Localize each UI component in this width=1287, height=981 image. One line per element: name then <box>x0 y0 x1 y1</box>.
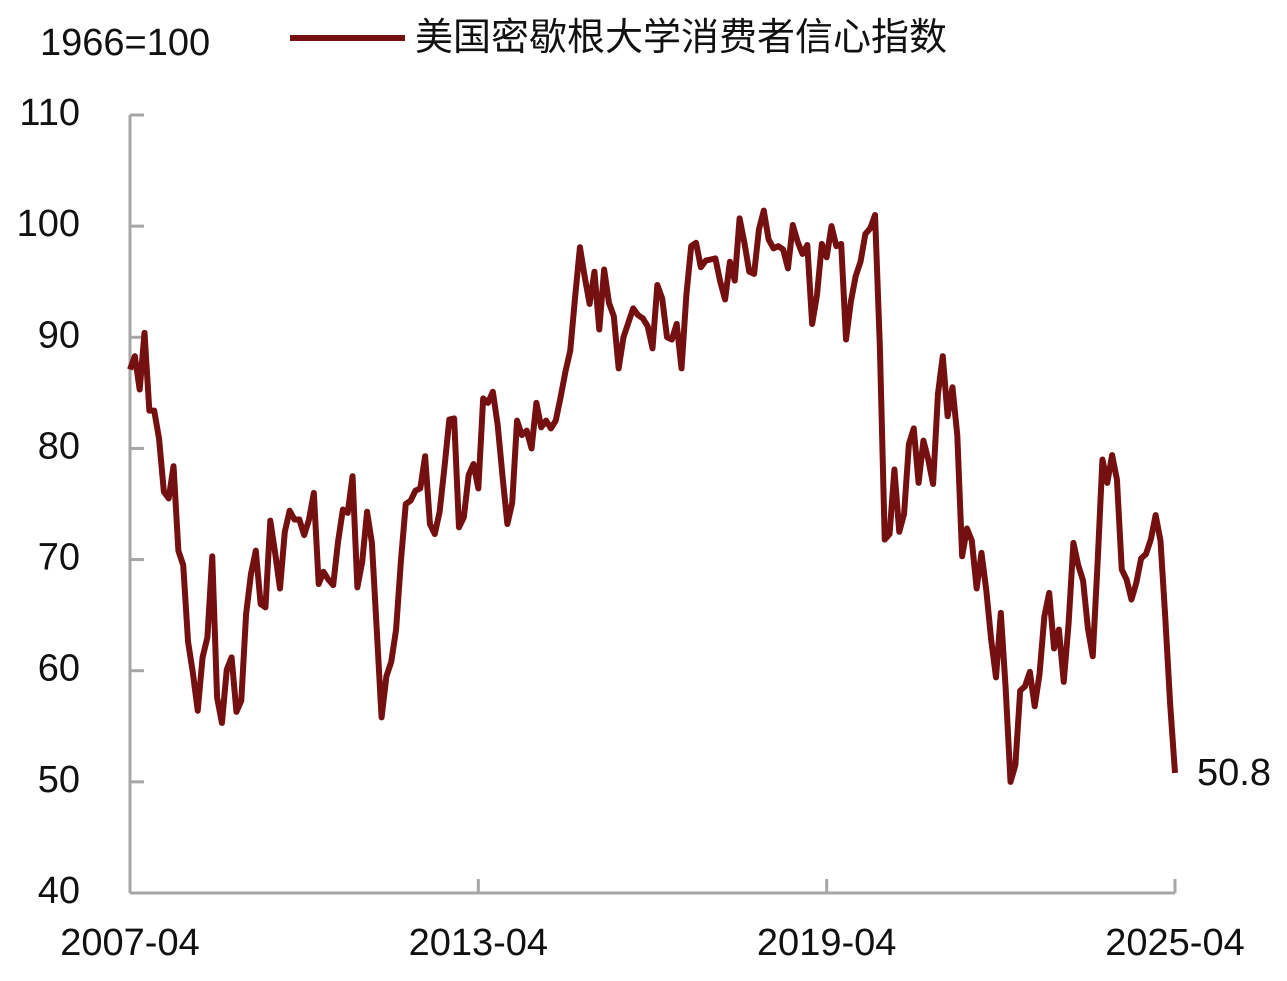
legend-label: 美国密歇根大学消费者信心指数 <box>415 17 947 59</box>
y-tick-label: 80 <box>38 425 80 467</box>
y-tick-label: 70 <box>38 537 80 579</box>
x-tick-label: 2013-04 <box>409 922 548 964</box>
line-series <box>127 207 1178 785</box>
y-tick-label: 100 <box>17 203 80 245</box>
unit-label: 1966=100 <box>40 22 210 64</box>
x-tick-label: 2007-04 <box>60 922 199 964</box>
y-tick-label: 110 <box>19 92 80 134</box>
y-tick-label: 90 <box>38 314 80 356</box>
y-tick-label: 40 <box>38 870 80 912</box>
y-tick-label: 60 <box>38 648 80 690</box>
data-label: 50.8 <box>1197 752 1271 794</box>
x-tick-label: 2019-04 <box>757 922 896 964</box>
x-tick-label: 2025-04 <box>1105 922 1244 964</box>
y-tick-label: 50 <box>38 759 80 801</box>
